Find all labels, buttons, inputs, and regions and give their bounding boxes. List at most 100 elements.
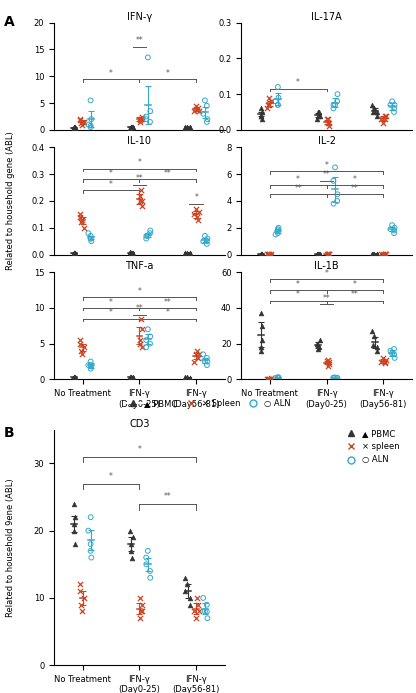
Point: [324, 355, 330, 366]
Point: [275, 228, 281, 239]
Point: [200, 349, 207, 360]
Point: [275, 372, 281, 383]
Text: **: **: [351, 184, 359, 193]
Title: IL-1B: IL-1B: [314, 261, 339, 271]
Point: [391, 222, 398, 234]
Point: [144, 52, 151, 63]
Point: [187, 247, 193, 258]
Text: **: **: [294, 184, 302, 193]
Point: [87, 122, 94, 133]
Point: [381, 110, 388, 121]
Point: [258, 308, 265, 319]
Point: [200, 236, 207, 247]
Point: [324, 354, 331, 365]
Point: [204, 114, 211, 125]
Point: [267, 373, 274, 384]
Point: [182, 122, 188, 133]
Point: [317, 110, 324, 121]
Point: [143, 114, 149, 125]
Point: [71, 538, 78, 550]
Point: [70, 122, 77, 133]
Point: [71, 372, 78, 383]
Point: [78, 217, 85, 228]
Point: [202, 230, 208, 241]
Point: [200, 593, 207, 604]
Point: [317, 249, 324, 260]
Point: [334, 89, 341, 100]
Point: [87, 545, 94, 556]
Point: [330, 198, 337, 209]
Point: [330, 372, 337, 383]
Point: [194, 104, 201, 115]
Point: [77, 338, 83, 349]
Point: [374, 248, 380, 259]
Point: [147, 105, 154, 116]
Point: [193, 100, 199, 112]
Point: [326, 249, 332, 260]
Point: [130, 247, 136, 258]
Point: [275, 225, 281, 236]
Point: [326, 121, 332, 132]
Point: [129, 247, 135, 258]
Point: [72, 511, 79, 523]
Point: [203, 599, 210, 611]
Point: [315, 107, 322, 118]
Point: [371, 249, 377, 260]
Point: [258, 114, 265, 125]
Point: [258, 249, 265, 260]
Point: [187, 593, 193, 604]
Point: [88, 114, 95, 125]
Point: [87, 120, 94, 131]
Point: [143, 233, 149, 244]
Point: [88, 236, 95, 247]
Point: [324, 248, 330, 259]
Point: [380, 117, 386, 128]
Point: [275, 222, 282, 234]
Point: [147, 116, 154, 128]
Point: [315, 110, 322, 121]
Point: [387, 345, 394, 356]
Point: [71, 123, 78, 134]
Point: [71, 121, 77, 132]
Title: IL-10: IL-10: [127, 137, 151, 146]
Text: **: **: [136, 304, 143, 313]
Point: [316, 249, 322, 260]
Point: [136, 335, 143, 346]
Text: *: *: [194, 193, 198, 202]
Point: [326, 117, 332, 128]
Point: [330, 103, 337, 114]
Point: [128, 371, 134, 383]
Point: [380, 352, 386, 363]
Point: [315, 249, 322, 260]
Point: [374, 107, 381, 118]
Point: [137, 338, 144, 349]
Point: [187, 122, 193, 133]
Point: [378, 249, 384, 260]
Point: [139, 324, 145, 335]
Text: **: **: [323, 170, 330, 179]
Point: [259, 249, 266, 260]
Text: **: **: [136, 36, 143, 45]
Point: [193, 204, 199, 215]
Point: [258, 345, 264, 356]
Point: [383, 354, 389, 365]
Point: [275, 371, 282, 383]
Point: [391, 107, 397, 118]
Point: [87, 233, 94, 244]
Point: [267, 96, 274, 107]
Point: [203, 606, 210, 617]
Point: [71, 248, 78, 259]
Point: [380, 249, 386, 260]
Point: [317, 335, 324, 346]
Point: [203, 238, 210, 249]
Point: [275, 372, 281, 383]
Point: [332, 162, 338, 173]
Text: *: *: [324, 161, 329, 170]
Point: [193, 349, 199, 360]
Point: [369, 99, 376, 110]
Text: *: *: [353, 279, 357, 288]
Text: **: **: [323, 294, 330, 303]
Text: **: **: [164, 492, 172, 501]
Point: [203, 360, 210, 371]
Point: [78, 345, 85, 356]
